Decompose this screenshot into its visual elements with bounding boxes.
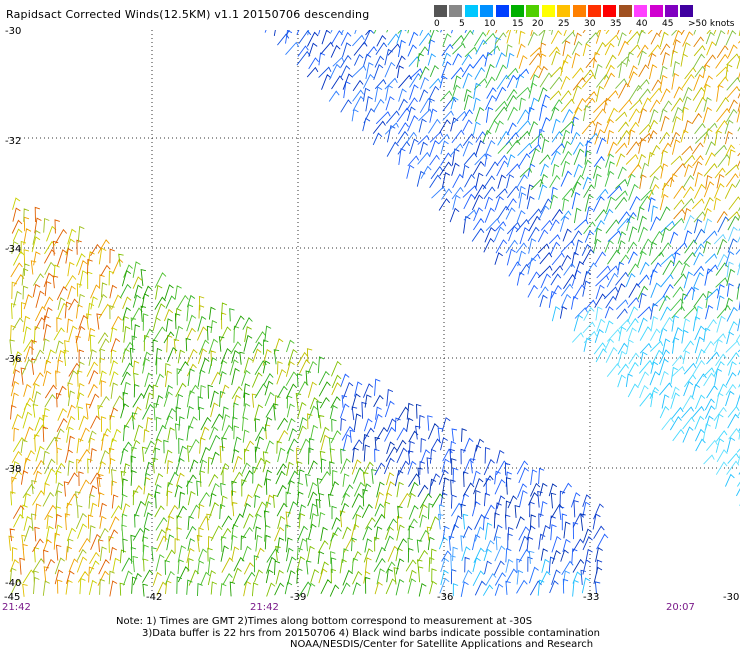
wind-barb-group: [438, 306, 740, 597]
scale-swatch: [618, 5, 632, 17]
wind-barb-group: [273, 30, 641, 319]
wind-barb-group: [494, 30, 740, 223]
wind-barb-group: [593, 305, 740, 487]
scale-swatch: [634, 5, 648, 17]
time-label: 20:07: [666, 602, 695, 613]
note-line-1: Note: 1) Times are GMT 2)Times along bot…: [116, 616, 533, 627]
wind-barb-group: [437, 504, 571, 594]
scale-swatch: [434, 5, 447, 17]
lat-label: -38: [5, 464, 22, 475]
time-label: 21:42: [2, 602, 31, 613]
scale-label: 35: [610, 19, 622, 29]
scale-swatch: [649, 5, 663, 17]
wind-barb-group: [416, 30, 740, 321]
wind-barb-group: [285, 30, 629, 319]
wind-barb-group: [387, 30, 740, 332]
note-line-3: NOAA/NESDIS/Center for Satellite Applica…: [290, 639, 594, 650]
map-title: Rapidsact Corrected Winds(12.5KM) v1.1 2…: [6, 8, 370, 21]
lat-lon-grid: [8, 30, 740, 598]
lat-label: -36: [5, 354, 22, 365]
lon-label: -39: [290, 592, 307, 603]
scale-label: 0: [434, 19, 440, 29]
wind-barb-group: [9, 208, 124, 596]
time-label: 21:42: [250, 602, 279, 613]
wind-barb-group: [693, 216, 740, 289]
lon-label: -42: [146, 592, 163, 603]
scale-swatch: [603, 5, 617, 17]
scale-label: 25: [558, 19, 570, 29]
wind-barb-group: [277, 30, 658, 596]
lon-label: -30: [723, 592, 740, 603]
scale-swatch: [449, 5, 463, 17]
scale-swatch: [557, 5, 571, 17]
wind-barb-group: [120, 283, 434, 597]
scale-swatch: [526, 5, 540, 17]
wind-barb-group: [10, 197, 123, 596]
scale-swatch: [680, 5, 694, 17]
scale-swatch: [511, 5, 524, 17]
wind-barb-group: [702, 230, 740, 267]
lat-label: -30: [5, 26, 22, 37]
scale-label: 15: [512, 19, 524, 29]
scale-label: 45: [662, 19, 674, 29]
scale-swatch: [541, 5, 555, 17]
wind-barb-group: [397, 30, 740, 320]
scale-swatch: [464, 5, 478, 17]
lon-label: -36: [437, 592, 454, 603]
lat-label: -34: [5, 244, 22, 255]
wind-barb-group: [703, 215, 739, 255]
scale-label: 10: [484, 19, 496, 29]
wind-barb-group: [120, 269, 444, 597]
scale-swatch: [572, 5, 586, 17]
scale-label: 5: [459, 19, 465, 29]
lat-label: -32: [5, 136, 22, 147]
plot-frame: [8, 30, 740, 598]
scale-swatch: [588, 5, 601, 17]
wind-barb-group: [684, 214, 740, 278]
wind-barb-group: [120, 261, 430, 597]
note-line-2: 3)Data buffer is 22 hrs from 20150706 4)…: [142, 628, 600, 639]
wind-barb-group: [8, 30, 740, 597]
scale-swatch: [480, 5, 494, 17]
wind-barbs: [8, 30, 740, 597]
wind-barb-group: [441, 502, 574, 597]
wind-barb-group: [121, 30, 740, 597]
wind-barb-group: [351, 393, 603, 585]
scale-swatch: [665, 5, 678, 17]
scale-label: >50 knots: [688, 19, 735, 29]
scale-swatch: [495, 5, 509, 17]
lat-label: -40: [5, 578, 22, 589]
wind-barb-group: [264, 30, 652, 564]
scale-label: 30: [584, 19, 596, 29]
scale-label: 20: [532, 19, 544, 29]
lon-label: -45: [4, 592, 21, 603]
wind-barb-group: [571, 306, 740, 507]
wind-barb-map[interactable]: [8, 30, 740, 598]
lon-label: -33: [583, 592, 600, 603]
wind-barb-group: [9, 206, 121, 597]
scale-label: 40: [636, 19, 648, 29]
